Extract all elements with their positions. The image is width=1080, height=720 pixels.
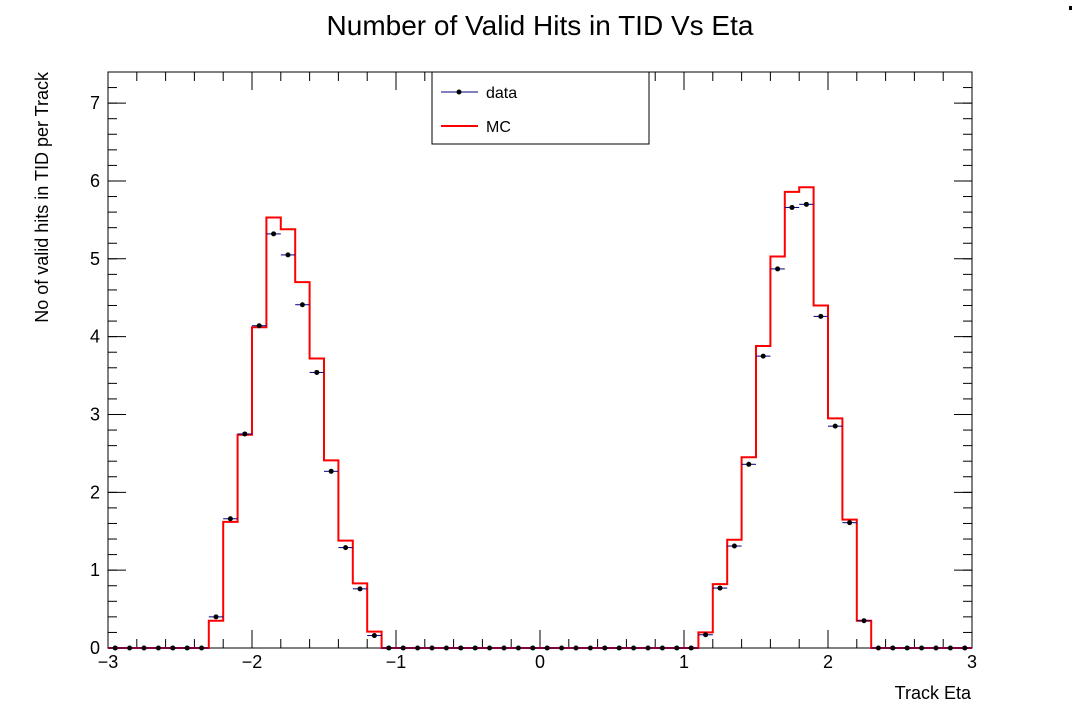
y-tick-label: 6 bbox=[90, 171, 100, 191]
data-point bbox=[112, 645, 118, 651]
legend-entry-data: data bbox=[486, 85, 517, 102]
data-point bbox=[127, 645, 133, 651]
data-point bbox=[933, 645, 939, 651]
data-point bbox=[832, 423, 838, 429]
chart-title: Number of Valid Hits in TID Vs Eta bbox=[327, 10, 754, 41]
data-point bbox=[818, 313, 824, 319]
data-point bbox=[400, 645, 406, 651]
data-point bbox=[487, 645, 493, 651]
y-tick-label: 7 bbox=[90, 93, 100, 113]
data-point bbox=[659, 645, 665, 651]
data-point bbox=[587, 645, 593, 651]
data-point bbox=[746, 461, 752, 467]
data-point bbox=[962, 645, 968, 651]
data-point bbox=[386, 645, 392, 651]
data-point bbox=[631, 645, 637, 651]
data-point bbox=[285, 252, 291, 258]
x-tick-label: −2 bbox=[242, 652, 263, 672]
x-tick-label: 1 bbox=[679, 652, 689, 672]
data-point bbox=[573, 645, 579, 651]
data-point bbox=[199, 645, 205, 651]
legend: data MC bbox=[431, 71, 650, 145]
data-point bbox=[544, 645, 550, 651]
data-point bbox=[890, 645, 896, 651]
y-tick-label: 1 bbox=[90, 560, 100, 580]
y-tick-label: 0 bbox=[90, 638, 100, 658]
data-point bbox=[227, 516, 233, 522]
data-point bbox=[645, 645, 651, 651]
data-point bbox=[775, 266, 781, 272]
data-point bbox=[602, 645, 608, 651]
data-point bbox=[256, 323, 262, 329]
data-point bbox=[314, 369, 320, 375]
plot-frame bbox=[107, 71, 973, 649]
x-axis-label: Track Eta bbox=[895, 683, 972, 703]
data-point bbox=[703, 632, 709, 638]
series-data bbox=[108, 201, 972, 651]
y-tick-label: 2 bbox=[90, 482, 100, 502]
data-point bbox=[515, 645, 521, 651]
data-point bbox=[688, 645, 694, 651]
x-tick-label: −1 bbox=[386, 652, 407, 672]
x-tick-label: 2 bbox=[823, 652, 833, 672]
data-point bbox=[472, 645, 478, 651]
data-point bbox=[875, 645, 881, 651]
legend-entry-mc: MC bbox=[486, 119, 511, 136]
data-point bbox=[919, 645, 925, 651]
data-point bbox=[242, 431, 248, 437]
data-point bbox=[415, 645, 421, 651]
legend-data-marker bbox=[456, 89, 462, 95]
data-point bbox=[674, 645, 680, 651]
data-point bbox=[717, 585, 723, 591]
data-point bbox=[760, 353, 766, 359]
y-tick-label: 4 bbox=[90, 327, 100, 347]
data-point bbox=[530, 645, 536, 651]
data-point bbox=[357, 586, 363, 592]
y-axis: 0 1 2 3 4 5 6 7 bbox=[90, 71, 972, 658]
data-point bbox=[559, 645, 565, 651]
corner-mark bbox=[1069, 6, 1072, 10]
data-point bbox=[371, 633, 377, 639]
data-point bbox=[847, 520, 853, 526]
data-point bbox=[458, 645, 464, 651]
data-point bbox=[861, 618, 867, 624]
x-tick-label: −3 bbox=[98, 652, 119, 672]
data-point bbox=[443, 645, 449, 651]
data-point bbox=[616, 645, 622, 651]
data-point bbox=[904, 645, 910, 651]
data-point bbox=[947, 645, 953, 651]
data-point bbox=[213, 614, 219, 620]
data-point bbox=[155, 645, 161, 651]
data-point bbox=[328, 468, 334, 474]
data-point bbox=[141, 645, 147, 651]
data-point bbox=[343, 545, 349, 551]
y-tick-label: 3 bbox=[90, 404, 100, 424]
data-point bbox=[789, 204, 795, 210]
data-point bbox=[184, 645, 190, 651]
mc-step-line bbox=[108, 186, 972, 649]
x-tick-label: 3 bbox=[967, 652, 977, 672]
x-axis: −3 −2 −1 0 1 2 3 bbox=[98, 72, 977, 672]
data-point bbox=[299, 302, 305, 308]
data-point bbox=[731, 543, 737, 549]
x-tick-label: 0 bbox=[535, 652, 545, 672]
y-tick-label: 5 bbox=[90, 249, 100, 269]
data-point bbox=[271, 231, 277, 237]
legend-box bbox=[431, 71, 650, 145]
data-point bbox=[501, 645, 507, 651]
series-mc bbox=[108, 186, 972, 649]
data-point bbox=[429, 645, 435, 651]
data-point bbox=[170, 645, 176, 651]
y-axis-label: No of valid hits in TID per Track bbox=[32, 71, 52, 323]
data-point bbox=[803, 201, 809, 207]
